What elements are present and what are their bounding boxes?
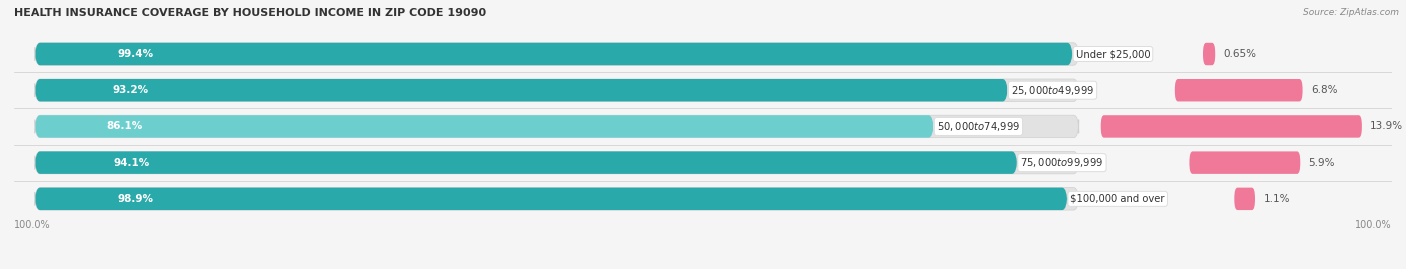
Text: 1.1%: 1.1% <box>1264 194 1289 204</box>
Text: HEALTH INSURANCE COVERAGE BY HOUSEHOLD INCOME IN ZIP CODE 19090: HEALTH INSURANCE COVERAGE BY HOUSEHOLD I… <box>14 8 486 18</box>
Text: 100.0%: 100.0% <box>14 220 51 230</box>
FancyBboxPatch shape <box>1101 115 1362 138</box>
Text: $75,000 to $99,999: $75,000 to $99,999 <box>1021 156 1104 169</box>
Text: 86.1%: 86.1% <box>107 121 143 132</box>
FancyBboxPatch shape <box>35 188 1067 210</box>
FancyBboxPatch shape <box>35 151 1017 174</box>
Text: 99.4%: 99.4% <box>118 49 155 59</box>
Text: 6.8%: 6.8% <box>1310 85 1337 95</box>
FancyBboxPatch shape <box>35 43 1073 65</box>
Text: $25,000 to $49,999: $25,000 to $49,999 <box>1011 84 1094 97</box>
Text: $100,000 and over: $100,000 and over <box>1070 194 1166 204</box>
FancyBboxPatch shape <box>35 115 934 138</box>
FancyBboxPatch shape <box>35 79 1008 101</box>
Text: 13.9%: 13.9% <box>1371 121 1403 132</box>
Text: 93.2%: 93.2% <box>112 85 149 95</box>
FancyBboxPatch shape <box>1189 151 1301 174</box>
FancyBboxPatch shape <box>35 115 1078 138</box>
FancyBboxPatch shape <box>1234 188 1256 210</box>
Text: 100.0%: 100.0% <box>1355 220 1392 230</box>
Text: Under $25,000: Under $25,000 <box>1076 49 1150 59</box>
FancyBboxPatch shape <box>1175 79 1302 101</box>
FancyBboxPatch shape <box>35 188 1078 210</box>
FancyBboxPatch shape <box>1204 43 1215 65</box>
Text: 94.1%: 94.1% <box>114 158 150 168</box>
Text: $50,000 to $74,999: $50,000 to $74,999 <box>936 120 1019 133</box>
FancyBboxPatch shape <box>35 79 1078 101</box>
Text: 98.9%: 98.9% <box>118 194 153 204</box>
Text: 0.65%: 0.65% <box>1223 49 1257 59</box>
FancyBboxPatch shape <box>35 43 1078 65</box>
Text: 5.9%: 5.9% <box>1309 158 1336 168</box>
Text: Source: ZipAtlas.com: Source: ZipAtlas.com <box>1303 8 1399 17</box>
FancyBboxPatch shape <box>35 151 1078 174</box>
